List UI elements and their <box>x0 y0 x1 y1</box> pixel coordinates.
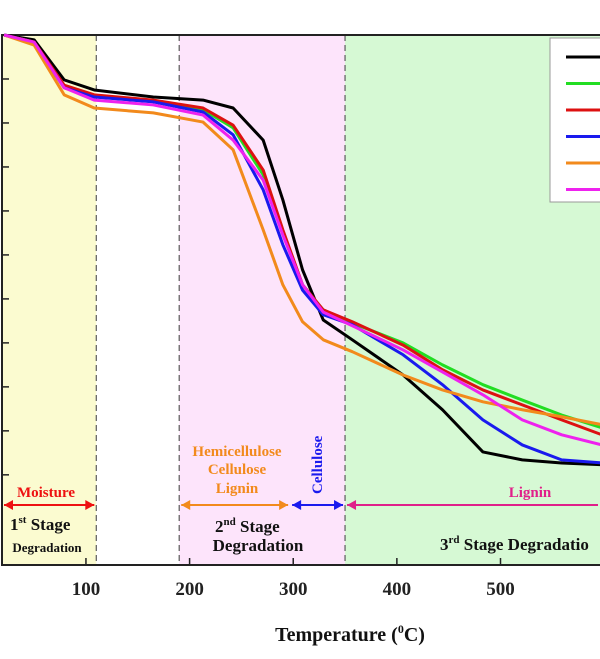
arrow-head <box>292 500 302 510</box>
text: 3 <box>440 535 449 554</box>
arrow-head <box>279 500 289 510</box>
arrow-head <box>85 500 95 510</box>
x-tick-label: 400 <box>383 579 412 600</box>
text: rd <box>449 534 460 546</box>
shaded-region <box>179 35 346 565</box>
text: st <box>19 514 27 526</box>
series-line <box>3 33 600 446</box>
text: 2 <box>215 517 224 536</box>
annotation: 1st Stage <box>10 514 71 534</box>
arrow-head <box>181 500 191 510</box>
annotation: Cellulose <box>208 462 267 478</box>
text: Temperature ( <box>275 624 398 646</box>
annotation: Degradation <box>213 536 304 555</box>
legend-box <box>549 37 600 203</box>
regions <box>2 35 600 565</box>
annotation: Cellulose <box>310 435 326 494</box>
annotation: 3rd Stage Degradatio <box>440 534 589 554</box>
series-line <box>3 33 600 467</box>
annotation: Moisture <box>17 485 75 501</box>
text: C) <box>404 624 425 646</box>
arrow-head <box>4 500 13 510</box>
annotation: Hemicellulose <box>192 444 281 460</box>
series-line <box>3 33 600 426</box>
plot-frame <box>1 34 600 566</box>
arrow-head <box>334 500 344 510</box>
text: Stage <box>26 515 70 534</box>
annotation: Degradation <box>12 540 82 555</box>
text: Stage Degradatio <box>460 535 589 554</box>
annotation: Lignin <box>509 485 552 501</box>
text: Stage <box>236 517 280 536</box>
series-line <box>3 33 600 465</box>
text: 0 <box>398 622 404 636</box>
x-tick-label: 200 <box>175 579 204 600</box>
curves <box>3 33 600 467</box>
x-axis-label: Temperature (0C) <box>275 622 425 646</box>
annotations: Moisture 1st Stage Degradation Hemicellu… <box>10 435 589 646</box>
shaded-region <box>2 35 97 565</box>
x-tick-label: 100 <box>72 579 101 600</box>
annotation: 2nd Stage <box>215 516 280 536</box>
text: nd <box>224 516 236 528</box>
x-tick-label: 500 <box>486 579 515 600</box>
legend <box>549 37 600 203</box>
text: 1 <box>10 515 19 534</box>
annotation: Lignin <box>216 481 259 497</box>
x-tick-label: 300 <box>279 579 308 600</box>
arrow-head <box>347 500 357 510</box>
arrows <box>4 500 598 510</box>
